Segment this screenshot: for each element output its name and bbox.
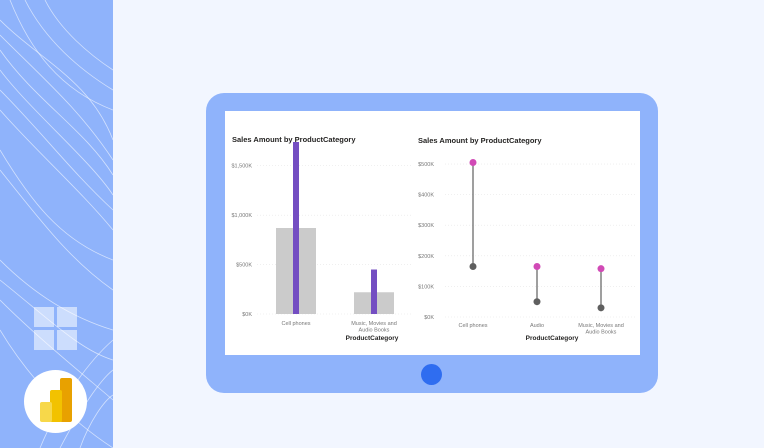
- data-point: [469, 263, 477, 271]
- bar-chart: Sales Amount by ProductCategory $0K $500K $…: [232, 135, 413, 342]
- data-point: [533, 298, 541, 306]
- data-point: [469, 159, 477, 167]
- data-point: [597, 265, 605, 273]
- chart-title: Sales Amount by ProductCategory: [418, 136, 542, 145]
- tablet-screen: Sales Amount by ProductCategory $0K $500K $…: [225, 111, 640, 355]
- x-axis-label: ProductCategory: [346, 335, 399, 342]
- bar: [293, 141, 299, 314]
- chart-title: Sales Amount by ProductCategory: [232, 135, 356, 144]
- x-tick-label: Music, Movies and Audio Books: [351, 321, 397, 334]
- y-tick-label: $0K: [424, 315, 434, 321]
- y-tick-label: $100K: [418, 284, 434, 290]
- y-tick-label: $500K: [418, 162, 434, 168]
- y-tick-label: $500K: [236, 263, 252, 269]
- side-decoration-panel: [0, 0, 113, 448]
- y-tick-label: $1,500K: [232, 164, 253, 170]
- y-tick-label: $400K: [418, 193, 434, 199]
- power-bi-badge: [24, 370, 87, 433]
- dumbbell-chart: Sales Amount by ProductCategory $0K $100K $…: [418, 136, 637, 342]
- power-bi-logo-icon: [40, 378, 72, 422]
- data-point: [597, 304, 605, 312]
- x-tick-label: Audio: [530, 323, 544, 329]
- y-tick-label: $300K: [418, 223, 434, 229]
- y-tick-label: $1,000K: [232, 213, 253, 219]
- x-tick-label: Cell phones: [458, 323, 487, 329]
- bar: [371, 269, 377, 314]
- data-point: [533, 263, 541, 271]
- windows-logo-icon: [34, 307, 78, 351]
- y-tick-label: $200K: [418, 254, 434, 260]
- tablet-home-button[interactable]: [421, 364, 442, 385]
- x-tick-label: Cell phones: [281, 321, 310, 327]
- x-tick-label: Music, Movies and Audio Books: [578, 323, 624, 336]
- x-axis-label: ProductCategory: [526, 335, 579, 342]
- y-tick-label: $0K: [242, 312, 252, 318]
